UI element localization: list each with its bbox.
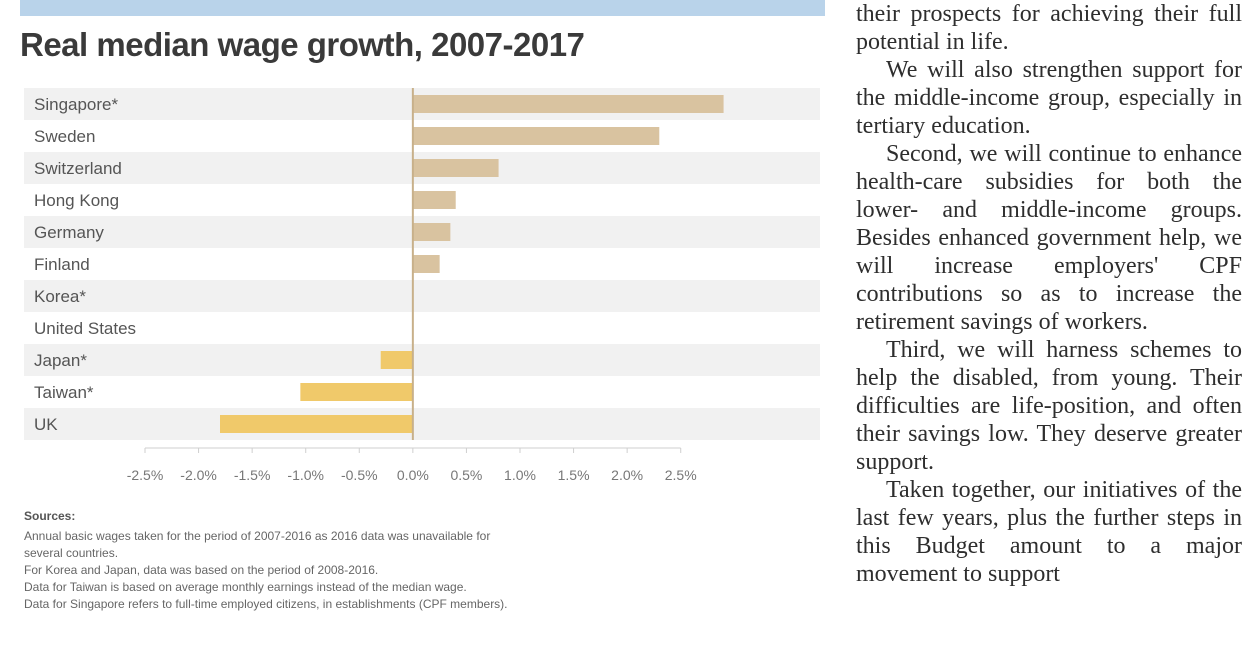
row-band xyxy=(24,408,820,440)
note-line: Data for Singapore refers to full-time e… xyxy=(24,597,508,611)
category-label: Sweden xyxy=(34,127,95,146)
x-tick-label: 1.0% xyxy=(504,467,536,483)
x-tick-label: -2.5% xyxy=(127,467,164,483)
article-paragraph: their prospects for achieving their full… xyxy=(856,1,1242,55)
x-tick-label: 2.5% xyxy=(665,467,697,483)
article-paragraph: We will also strengthen support for the … xyxy=(856,57,1242,139)
bar xyxy=(412,95,724,113)
bar xyxy=(220,415,413,433)
x-tick-label: 2.0% xyxy=(611,467,643,483)
x-tick-label: -1.5% xyxy=(234,467,271,483)
bar xyxy=(412,255,440,273)
note-line: several countries. xyxy=(24,546,119,560)
x-tick-label: -2.0% xyxy=(180,467,217,483)
note-line: For Korea and Japan, data was based on t… xyxy=(24,563,379,577)
bar-chart: Singapore* Sweden Switzerland Hong Kong Germ… xyxy=(24,88,820,483)
category-label: Taiwan* xyxy=(34,383,94,402)
category-label: Finland xyxy=(34,255,90,274)
x-tick-label: -0.5% xyxy=(341,467,378,483)
bar xyxy=(412,223,451,241)
article-paragraph: Second, we will continue to enhance heal… xyxy=(856,141,1242,335)
chart-header-bar xyxy=(20,0,825,16)
article-paragraph: Third, we will harness schemes to help t… xyxy=(856,337,1242,475)
bar xyxy=(380,351,413,369)
x-tick-label: 0.0% xyxy=(397,467,429,483)
article-column: their prospects for achieving their full… xyxy=(856,0,1242,660)
bar xyxy=(412,159,499,177)
note-line: Data for Taiwan is based on average mont… xyxy=(24,580,467,594)
bar xyxy=(412,191,456,209)
notes-heading: Sources: xyxy=(24,509,76,523)
bar xyxy=(300,383,413,401)
x-tick-label: 1.5% xyxy=(558,467,590,483)
category-label: UK xyxy=(34,415,58,434)
category-label: Germany xyxy=(34,223,104,242)
category-label: United States xyxy=(34,319,136,338)
chart-notes: Sources: Annual basic wages taken for th… xyxy=(24,508,814,613)
row-band xyxy=(24,344,820,376)
category-label: Switzerland xyxy=(34,159,122,178)
category-label: Korea* xyxy=(34,287,86,306)
category-label: Japan* xyxy=(34,351,87,370)
category-label: Hong Kong xyxy=(34,191,119,210)
category-label: Singapore* xyxy=(34,95,119,114)
row-band xyxy=(24,280,820,312)
x-tick-label: 0.5% xyxy=(450,467,482,483)
bar xyxy=(412,127,660,145)
x-tick-label: -1.0% xyxy=(287,467,324,483)
note-line: Annual basic wages taken for the period … xyxy=(24,529,491,543)
article-paragraph: Taken together, our initiatives of the l… xyxy=(856,477,1242,587)
chart-title: Real median wage growth, 2007-2017 xyxy=(20,26,585,63)
